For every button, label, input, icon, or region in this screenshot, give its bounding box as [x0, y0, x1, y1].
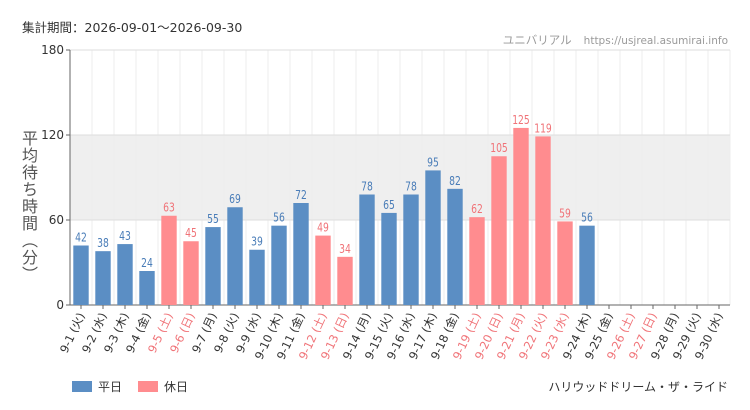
legend-weekday-swatch: [72, 381, 92, 392]
bar: [513, 127, 529, 306]
bar-value-label: 42: [75, 229, 87, 244]
bar-value-label: 82: [449, 173, 461, 188]
bar: [249, 249, 265, 305]
bar-value-label: 39: [251, 234, 263, 249]
bar-value-label: 34: [339, 241, 351, 256]
y-tick-label: 180: [41, 43, 64, 57]
brand-label: ユニバリアル https://usjreal.asumirai.info: [503, 32, 728, 48]
bar-value-label: 95: [427, 154, 439, 169]
bar-value-label: 65: [383, 197, 395, 212]
bar: [161, 215, 177, 305]
legend-holiday: 休日: [138, 378, 188, 395]
bar: [403, 194, 419, 305]
bar-value-label: 55: [207, 211, 219, 226]
bar: [557, 221, 573, 305]
bar-value-label: 24: [141, 255, 153, 270]
bar-value-label: 105: [490, 140, 508, 155]
bar-value-label: 59: [559, 205, 571, 220]
bar: [73, 245, 89, 305]
bar: [139, 271, 155, 305]
bar: [447, 188, 463, 305]
legend-weekday-label: 平日: [98, 380, 123, 394]
bar: [293, 203, 309, 305]
y-axis-title: 平均待ち時間（分）: [19, 130, 38, 283]
y-tick-label: 120: [41, 128, 64, 142]
bar: [491, 156, 507, 305]
bar-value-label: 125: [512, 112, 530, 127]
bar: [469, 217, 485, 305]
legend: 平日 休日: [72, 378, 204, 395]
bar: [315, 235, 331, 305]
bar: [95, 251, 111, 305]
bar: [359, 194, 375, 305]
bar: [535, 136, 551, 305]
bar-value-label: 78: [405, 178, 417, 193]
legend-weekday: 平日: [72, 378, 122, 395]
bar: [205, 227, 221, 305]
bar-value-label: 62: [471, 201, 483, 216]
bar-value-label: 45: [185, 225, 197, 240]
bar-value-label: 43: [119, 228, 131, 243]
legend-holiday-label: 休日: [164, 380, 189, 394]
bar: [381, 212, 397, 305]
bar: [271, 225, 287, 305]
legend-holiday-swatch: [138, 381, 159, 392]
bar: [117, 244, 133, 305]
brand-name: ユニバリアル: [502, 33, 572, 47]
bar-value-label: 56: [581, 210, 593, 225]
y-tick-label: 0: [56, 298, 64, 312]
bar: [579, 225, 595, 305]
bar-value-label: 69: [229, 191, 241, 206]
bar-value-label: 119: [534, 120, 552, 135]
site-url: https://usjreal.asumirai.info: [583, 35, 728, 47]
bar-value-label: 38: [97, 235, 109, 250]
ride-name: ハリウッドドリーム・ザ・ライド: [548, 380, 728, 394]
bar-value-label: 78: [361, 178, 373, 193]
bar: [183, 241, 199, 305]
bar-value-label: 49: [317, 220, 329, 235]
bar-value-label: 63: [163, 200, 175, 215]
period-label: 集計期間：2026-09-01～2026-09-30: [22, 20, 243, 35]
y-tick-label: 60: [49, 213, 64, 227]
bar-value-label: 72: [295, 187, 307, 202]
bar: [337, 256, 353, 305]
bar: [227, 207, 243, 305]
bar-value-label: 56: [273, 210, 285, 225]
bar: [425, 170, 441, 305]
